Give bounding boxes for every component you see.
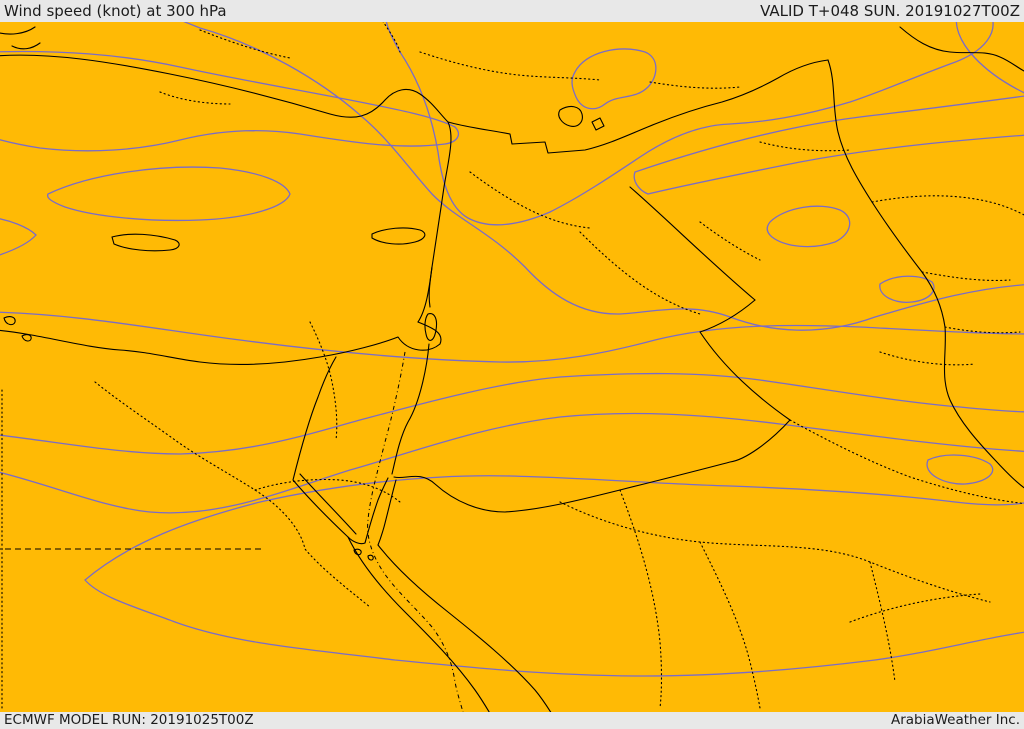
band-amber-diagonal-stripe	[633, 95, 1024, 195]
coast-red-sea-west	[347, 536, 490, 712]
contour-map-canvas	[0, 22, 1024, 712]
boundary-iraq-internal	[699, 141, 976, 366]
band-orange-main	[0, 311, 1024, 363]
band-orange-red	[0, 412, 1024, 514]
boundary-saudi-admin-1	[559, 501, 991, 603]
band-orange-left-lens	[46, 166, 291, 222]
band-cream-minimum-core	[571, 48, 657, 110]
border-iran-west	[827, 59, 1024, 489]
island-crete	[111, 233, 180, 252]
islands-aegean	[0, 26, 41, 342]
boundary-saudi-admin-2	[699, 541, 761, 709]
coast-red-sea-east-saudi	[377, 544, 552, 712]
border-turkey-syria-iraq	[447, 59, 829, 154]
border-jordan-saudi-iraq-zigzag	[393, 299, 791, 513]
wind-speed-map	[0, 22, 1024, 712]
band-orange-small-blob	[879, 275, 935, 303]
border-levant-coast	[417, 121, 452, 323]
boundary-saudi-admin-3	[619, 489, 896, 709]
river-nile	[367, 351, 464, 712]
valid-time-label: VALID T+048 SUN. 20191027T00Z	[760, 1, 1020, 20]
boundary-iran-internal	[871, 195, 1024, 334]
boundary-jordan-dots	[309, 321, 338, 441]
header-bar: Wind speed (knot) at 300 hPa VALID T+048…	[0, 0, 1024, 22]
band-pale-yellow-iraq-min	[766, 205, 851, 248]
band-yellow-left-wedge	[0, 218, 37, 256]
footer-bar: ECMWF MODEL RUN: 20191025T00Z ArabiaWeat…	[0, 712, 1024, 729]
band-amber-base	[0, 22, 1024, 712]
boundary-saudi-admin-4	[789, 419, 1024, 623]
band-deep-orange	[0, 372, 1024, 455]
border-nile-delta-egypt-coast	[0, 321, 442, 366]
coast-gulf-of-aqaba	[364, 477, 397, 546]
band-deep-orange-patch-east	[926, 454, 994, 485]
border-turkey-south-coast	[0, 54, 449, 123]
boundary-syria-internal	[469, 171, 701, 315]
band-yellow-main	[385, 22, 994, 226]
band-amber-corner-stripe	[955, 22, 1024, 94]
island-cyprus	[371, 227, 426, 245]
lake-turkey	[558, 105, 605, 131]
band-yellow-snake-west	[0, 50, 459, 152]
boundary-turkey-internal	[159, 22, 741, 105]
boundary-egypt-desert-2	[254, 478, 401, 503]
border-jordan-river-dead-sea	[391, 266, 438, 475]
band-red-jet-core	[84, 475, 1024, 677]
credit-label: ArabiaWeather Inc.	[890, 711, 1020, 728]
band-gold-north	[183, 22, 1024, 331]
map-title: Wind speed (knot) at 300 hPa	[4, 1, 227, 20]
model-run-label: ECMWF MODEL RUN: 20191025T00Z	[4, 711, 254, 728]
border-syria-iraq	[629, 186, 756, 301]
islands-tiran	[353, 548, 374, 561]
border-caucasus-caspian	[899, 26, 1024, 72]
